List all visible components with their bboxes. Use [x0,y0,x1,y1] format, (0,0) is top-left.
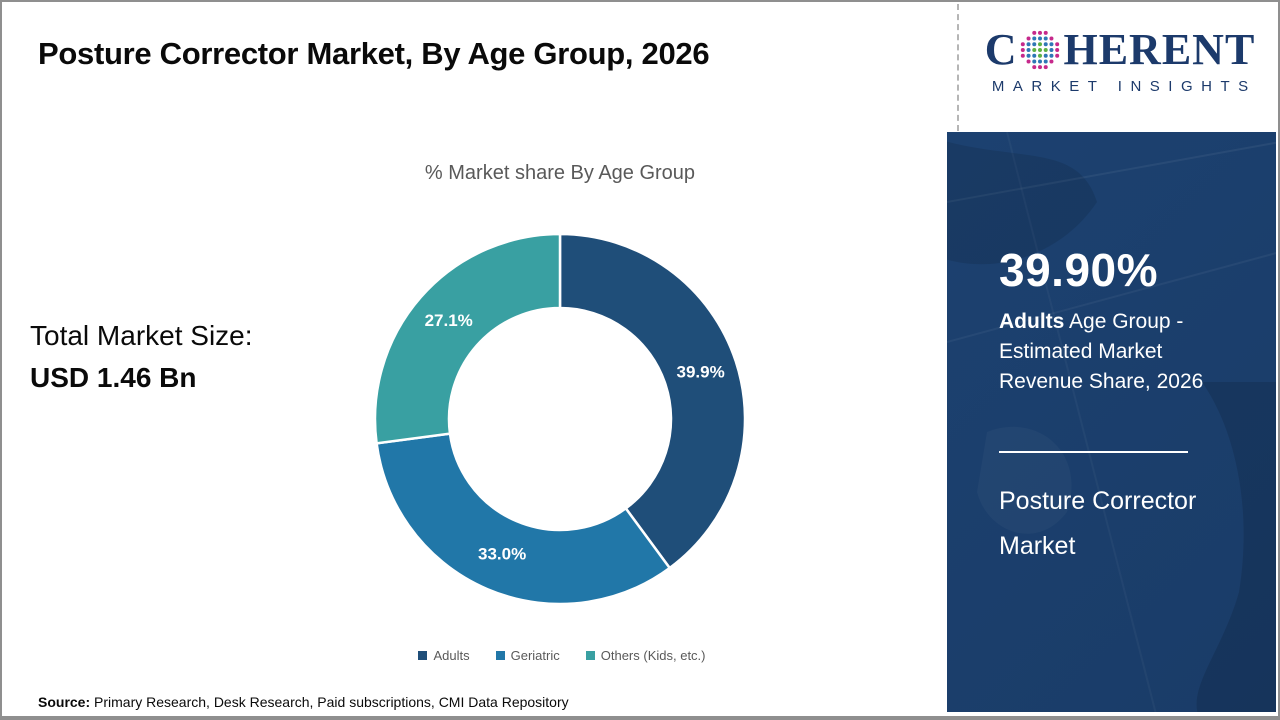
chart-legend: Adults Geriatric Others (Kids, etc.) [322,648,802,663]
sidebar-divider-line [999,450,1188,453]
globe-dot [1038,36,1043,41]
globe-dot [1021,53,1026,58]
globe-dot [1044,36,1049,41]
source-text: Primary Research, Desk Research, Paid su… [90,694,569,710]
globe-dot [1038,65,1043,70]
globe-dot [1038,47,1043,53]
sidebar-panel: 39.90% Adults Age Group - Estimated Mark… [947,132,1276,712]
sidebar-report-title: Posture Corrector Market [999,486,1197,560]
globe-dot [1049,47,1054,53]
page-title: Posture Corrector Market, By Age Group, … [38,36,710,71]
globe-dot [1049,36,1054,41]
globe-dot [1044,59,1049,64]
legend-item-adults: Adults [418,648,470,663]
donut-slice-label: 33.0% [478,545,526,564]
donut-slice-label: 27.1% [425,311,473,330]
globe-dot [1044,47,1049,53]
total-market-size-block: Total Market Size: USD 1.46 Bn [30,320,253,394]
chart-title: % Market share By Age Group [424,162,696,184]
globe-dot [1021,47,1026,53]
globe-dot [1044,30,1049,35]
globe-dot [1049,59,1054,64]
legend-label: Geriatric [510,648,560,663]
donut-chart: 39.9% 33.0% 27.1% [373,232,747,606]
globe-dot [1032,53,1037,58]
legend-label: Adults [433,648,470,663]
logo-subtitle: MARKET INSIGHTS [991,78,1257,95]
globe-dot [1032,30,1037,35]
globe-dot [1038,53,1043,58]
highlight-description: Adults Age Group - Estimated Market Reve… [999,307,1217,397]
highlight-description-rest: Age Group - Estimated Market Revenue Sha… [999,309,1204,393]
source-label: Source: [38,694,91,710]
logo-divider-dashed-line [957,4,959,131]
total-market-size-label: Total Market Size: [30,320,253,351]
dotted-globe-icon [1021,30,1060,70]
globe-dot [1055,53,1060,58]
globe-dot [1038,59,1043,64]
globe-dot [1032,36,1037,41]
globe-dot [1032,42,1037,47]
legend-item-geriatric: Geriatric [495,648,560,663]
source-line: Source: Primary Research, Desk Research,… [38,694,569,710]
logo-letters-herent: HERENT [1063,25,1256,74]
globe-dot [1027,53,1032,58]
globe-dot [1044,53,1049,58]
globe-dot [1027,47,1032,53]
highlight-percentage: 39.90% [999,244,1159,296]
globe-dot [1038,42,1043,47]
legend-swatch [495,651,505,660]
legend-swatch [418,651,428,660]
coherent-market-insights-logo: C HERENT MARKET INSIGHTS [970,28,1270,96]
logo-letter-c: C [984,25,1018,74]
globe-dot [1032,65,1037,70]
globe-dot [1021,42,1026,47]
highlight-description-bold: Adults [999,309,1065,333]
donut-slice-others-kids-etc [373,232,562,445]
globe-dot [1049,42,1054,47]
globe-dot [1027,59,1032,64]
globe-dot [1038,30,1043,35]
legend-item-others-kids-etc: Others (Kids, etc.) [585,648,706,663]
globe-dot [1049,53,1054,58]
donut-slice-geriatric [375,432,671,606]
globe-dot [1032,59,1037,64]
sidebar-content: 39.90% Adults Age Group - Estimated Mark… [947,132,1276,569]
globe-dot [1027,36,1032,41]
globe-dot [1027,42,1032,47]
globe-dot [1032,47,1037,53]
world-map-texture [947,132,1276,712]
logo-wordmark: C HERENT [970,28,1270,72]
donut-slice-adults [558,232,747,570]
globe-dot [1044,42,1049,47]
globe-dot [1055,42,1060,47]
legend-label: Others (Kids, etc.) [600,648,706,663]
donut-slice-label: 39.9% [676,362,724,381]
globe-dot [1044,65,1049,70]
total-market-size-value: USD 1.46 Bn [30,362,197,393]
globe-dot [1055,47,1060,53]
legend-swatch [585,651,595,660]
